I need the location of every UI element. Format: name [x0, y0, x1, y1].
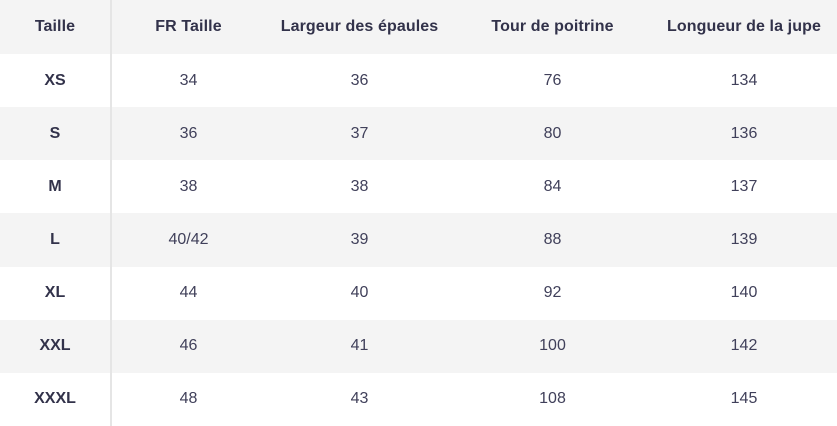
col-header-tour-poitrine: Tour de poitrine: [491, 18, 614, 35]
size-label: XL: [0, 266, 112, 320]
table-row-m: M 38 38 84 137: [0, 160, 837, 214]
col-header-taille: Taille: [0, 0, 112, 54]
value-skirt-length: 145: [730, 390, 758, 408]
value-skirt-length: 134: [730, 71, 758, 89]
table-row-xs: XS 34 36 76 134: [0, 54, 837, 108]
table-row-xl: XL 44 40 92 140: [0, 266, 837, 320]
value-chest: 76: [543, 71, 562, 89]
size-label: XXL: [0, 319, 112, 373]
table-row-s: S 36 37 80 136: [0, 107, 837, 161]
col-header-longueur-jupe: Longueur de la jupe: [667, 18, 821, 35]
value-shoulder-width: 43: [350, 390, 369, 408]
value-chest: 108: [539, 390, 566, 408]
value-chest: 80: [543, 124, 562, 142]
value-skirt-length: 137: [730, 177, 758, 195]
value-fr-size: 44: [179, 284, 198, 302]
value-skirt-length: 142: [730, 337, 758, 355]
value-fr-size: 40/42: [168, 230, 209, 248]
value-shoulder-width: 41: [350, 337, 369, 355]
value-fr-size: 48: [179, 390, 198, 408]
value-chest: 92: [543, 284, 562, 302]
value-shoulder-width: 38: [350, 177, 369, 195]
value-fr-size: 34: [179, 71, 198, 89]
table-row-xxl: XXL 46 41 100 142: [0, 319, 837, 373]
value-fr-size: 36: [179, 124, 198, 142]
col-header-fr-taille: FR Taille: [155, 18, 222, 35]
value-chest: 88: [543, 230, 562, 248]
size-label: XS: [0, 54, 112, 108]
header-row: Taille FR Taille Largeur des épaules Tou…: [0, 0, 837, 54]
size-label: L: [0, 213, 112, 267]
value-skirt-length: 136: [730, 124, 758, 142]
value-skirt-length: 139: [730, 230, 758, 248]
value-chest: 100: [539, 337, 566, 355]
table-row-xxxl: XXXL 48 43 108 145: [0, 372, 837, 426]
col-header-largeur-epaules: Largeur des épaules: [280, 18, 439, 35]
value-chest: 84: [543, 177, 562, 195]
value-fr-size: 46: [179, 337, 198, 355]
value-shoulder-width: 36: [350, 71, 369, 89]
size-label: XXXL: [0, 372, 112, 426]
size-label: M: [0, 160, 112, 214]
value-shoulder-width: 39: [350, 230, 369, 248]
value-skirt-length: 140: [730, 284, 758, 302]
value-shoulder-width: 37: [350, 124, 369, 142]
value-shoulder-width: 40: [350, 284, 369, 302]
size-label: S: [0, 107, 112, 161]
value-fr-size: 38: [179, 177, 198, 195]
table-row-l: L 40/42 39 88 139: [0, 213, 837, 267]
